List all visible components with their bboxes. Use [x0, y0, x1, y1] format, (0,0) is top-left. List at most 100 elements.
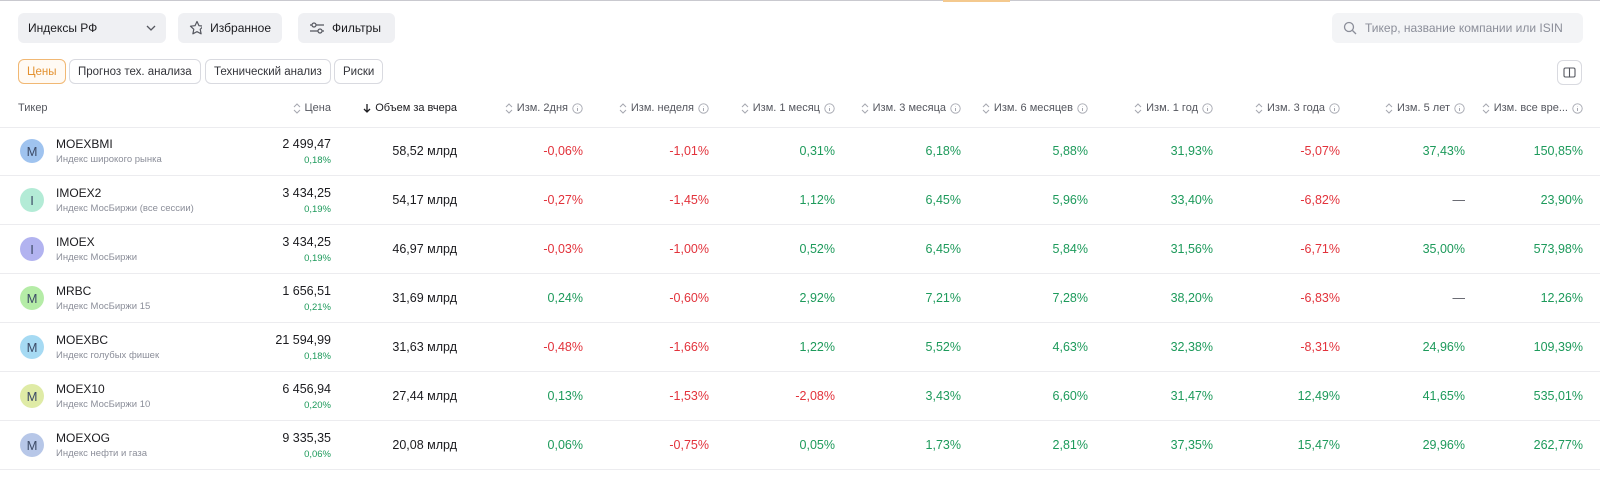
column-header[interactable]: Изм. 3 месяца	[861, 99, 961, 117]
volume: 54,17 млрд	[392, 193, 457, 207]
column-header[interactable]: Изм. 2дня	[505, 99, 583, 117]
columns-icon	[1563, 67, 1576, 78]
sort-icon	[741, 102, 749, 114]
sort-icon	[1134, 102, 1142, 114]
top-border	[0, 0, 1600, 1]
change-value: -5,07%	[1300, 144, 1340, 158]
table-row[interactable]: M MOEX10 Индекс МосБиржи 10 6 456,94 0,20% 27…	[0, 372, 1600, 421]
change-value: 5,88%	[1052, 144, 1088, 158]
info-icon	[572, 102, 583, 114]
volume: 20,08 млрд	[392, 438, 457, 452]
tab[interactable]: Риски	[334, 59, 384, 84]
row-divider	[0, 420, 1600, 421]
row-divider	[0, 224, 1600, 225]
row-divider	[0, 127, 1600, 128]
change-value: 12,49%	[1297, 389, 1340, 403]
info-icon	[1454, 102, 1465, 114]
change-value: -1,00%	[669, 242, 709, 256]
header-label: Изм. 2дня	[516, 102, 568, 114]
change-value: 31,93%	[1170, 144, 1213, 158]
change-value: -8,31%	[1300, 340, 1340, 354]
ticker-icon: M	[20, 286, 44, 310]
change-value: —	[1452, 193, 1466, 207]
table-row[interactable]: M MOEXOG Индекс нефти и газа 9 335,35 0,06% 2…	[0, 421, 1600, 470]
row-divider	[0, 371, 1600, 372]
table-row[interactable]: M MRBC Индекс МосБиржи 15 1 656,51 0,21% 31,6…	[0, 274, 1600, 323]
table-row[interactable]: M MOEXBC Индекс голубых фишек 21 594,99 0,18…	[0, 323, 1600, 372]
change-value: 2,81%	[1052, 438, 1088, 452]
tab[interactable]: Цены	[18, 59, 66, 84]
column-header[interactable]: Изм. 6 месяцев	[982, 99, 1088, 117]
sort-icon	[293, 102, 300, 114]
change-value: 0,06%	[547, 438, 583, 452]
change-value: 37,35%	[1170, 438, 1213, 452]
dropdown-label: Индексы РФ	[28, 21, 98, 35]
filters-button[interactable]: Фильтры	[298, 13, 395, 43]
change-value: 0,05%	[799, 438, 835, 452]
change-value: 0,24%	[547, 291, 583, 305]
search-input[interactable]: Тикер, название компании или ISIN	[1332, 13, 1583, 43]
index-dropdown[interactable]: Индексы РФ	[18, 13, 166, 43]
sort-icon	[861, 102, 868, 114]
column-header[interactable]: Изм. все вре...	[1482, 99, 1583, 117]
price-change: 0,20%	[304, 400, 331, 411]
loading-bar	[943, 0, 1010, 2]
table-row[interactable]: I IMOEX2 Индекс МосБиржи (все сессии) 3 434…	[0, 176, 1600, 225]
change-value: 4,63%	[1052, 340, 1088, 354]
change-value: -0,06%	[543, 144, 583, 158]
ticker-icon: I	[20, 188, 44, 212]
columns-button[interactable]	[1557, 60, 1582, 85]
change-value: 535,01%	[1533, 389, 1583, 403]
table-row[interactable]: M MOEXBMI Индекс широкого рынка 2 499,47 0,1…	[0, 127, 1600, 176]
change-value: 2,92%	[799, 291, 835, 305]
change-value: 0,52%	[799, 242, 835, 256]
sort-icon	[619, 102, 627, 114]
header-label: Цена	[304, 102, 331, 114]
info-icon	[698, 102, 709, 114]
column-header[interactable]: Изм. 3 года	[1255, 99, 1340, 117]
price: 3 434,25	[282, 235, 331, 249]
row-divider	[0, 469, 1600, 470]
change-value: 5,52%	[925, 340, 961, 354]
header-label: Изм. 5 лет	[1396, 102, 1450, 114]
volume: 31,69 млрд	[392, 291, 457, 305]
column-header[interactable]: Цена	[293, 99, 331, 117]
index-name: Индекс МосБиржи	[56, 252, 138, 263]
change-value: -0,60%	[669, 291, 709, 305]
change-value: 35,00%	[1422, 242, 1465, 256]
sort-icon	[1385, 102, 1393, 114]
change-value: 7,21%	[925, 291, 961, 305]
change-value: 24,96%	[1422, 340, 1465, 354]
ticker-icon: I	[20, 237, 44, 261]
change-value: 41,65%	[1422, 389, 1465, 403]
price-change: 0,19%	[304, 204, 331, 215]
change-value: —	[1452, 291, 1466, 305]
price: 1 656,51	[282, 284, 331, 298]
header-label: Изм. неделя	[630, 102, 694, 114]
price-change: 0,21%	[304, 302, 331, 313]
column-header[interactable]: Объем за вчера	[363, 99, 457, 117]
info-icon	[950, 102, 961, 114]
tab[interactable]: Технический анализ	[205, 59, 331, 84]
change-value: 32,38%	[1170, 340, 1213, 354]
ticker: MOEXBC	[56, 333, 109, 347]
info-icon	[1572, 102, 1583, 114]
change-value: -1,01%	[669, 144, 709, 158]
change-value: 109,39%	[1533, 340, 1583, 354]
column-header[interactable]: Изм. 1 месяц	[741, 99, 835, 117]
column-header[interactable]: Изм. неделя	[619, 99, 709, 117]
column-header[interactable]: Изм. 1 год	[1134, 99, 1213, 117]
change-value: -2,08%	[795, 389, 835, 403]
change-value: 1,22%	[799, 340, 835, 354]
ticker-icon: M	[20, 384, 44, 408]
column-header[interactable]: Тикер	[18, 99, 48, 117]
change-value: 3,43%	[925, 389, 961, 403]
index-name: Индекс МосБиржи (все сессии)	[56, 203, 194, 214]
tab[interactable]: Прогноз тех. анализа	[69, 59, 201, 84]
table-row[interactable]: I IMOEX Индекс МосБиржи 3 434,25 0,19% 46,97 …	[0, 225, 1600, 274]
favorites-button[interactable]: Избранное	[178, 13, 282, 43]
info-icon	[1202, 102, 1213, 114]
change-value: 31,47%	[1170, 389, 1213, 403]
column-header[interactable]: Изм. 5 лет	[1385, 99, 1465, 117]
